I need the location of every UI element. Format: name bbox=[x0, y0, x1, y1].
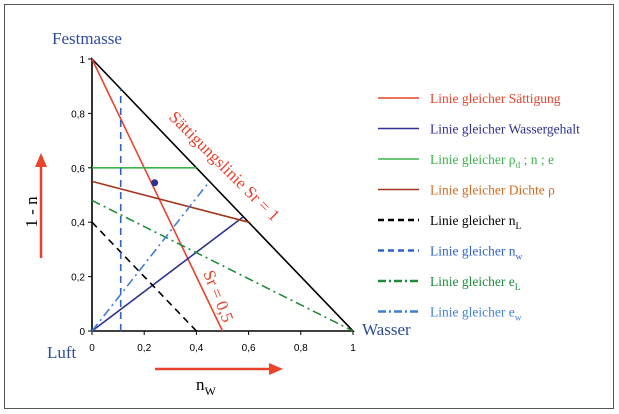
x-tick-label: 0,6 bbox=[242, 343, 256, 354]
legend-label-rhod: Linie gleicher ρd ; n ; e bbox=[430, 152, 554, 171]
x-axis-label: nW bbox=[196, 375, 217, 398]
legend-label-dichte: Linie gleicher Dichte ρ bbox=[430, 183, 555, 198]
legend-label-nw: Linie gleicher nw bbox=[430, 244, 522, 263]
line-dichte bbox=[91, 180, 249, 223]
x-tick-label: 0,2 bbox=[137, 343, 151, 354]
x-axis-arrow bbox=[155, 363, 283, 375]
line-saet bbox=[91, 58, 224, 332]
legend-label-saet: Linie gleicher Sättigung bbox=[430, 91, 561, 106]
y-tick-label: 0,6 bbox=[71, 164, 85, 175]
label-festmasse: Festmasse bbox=[52, 29, 122, 48]
x-tick-label: 0 bbox=[89, 343, 95, 354]
legend: Linie gleicher Sättigung Linie gleicher W… bbox=[378, 91, 580, 324]
x-tick-label: 1 bbox=[350, 343, 356, 354]
y-tick-label: 0,4 bbox=[71, 218, 85, 229]
legend-label-ew: Linie gleicher ew bbox=[430, 305, 522, 324]
y-tick-label: 0,8 bbox=[71, 109, 85, 120]
saturation-line-label: Sättigungslinie Sr = 1 bbox=[165, 107, 283, 225]
diagram-lines bbox=[91, 57, 355, 332]
axis-ticks: 0 0,2 0,4 0,6 0,8 1 0 0,2 0,4 0,6 0,8 1 bbox=[71, 55, 356, 354]
label-luft: Luft bbox=[47, 343, 77, 362]
y-tick-label: 1 bbox=[79, 55, 85, 66]
label-wasser: Wasser bbox=[362, 320, 411, 339]
data-point-marker bbox=[151, 179, 159, 187]
line-ew bbox=[91, 180, 211, 332]
x-tick-label: 0,8 bbox=[294, 343, 308, 354]
legend-label-nl: Linie gleicher nL bbox=[430, 213, 521, 232]
line-nl bbox=[91, 221, 197, 332]
y-axis-label: 1 - n bbox=[22, 196, 41, 228]
y-tick-label: 0 bbox=[79, 327, 85, 338]
y-axis-arrow bbox=[35, 153, 47, 258]
x-tick-label: 0,4 bbox=[189, 343, 203, 354]
legend-label-wg: Linie gleicher Wassergehalt bbox=[430, 122, 580, 137]
legend-label-el: Linie gleicher eL bbox=[430, 274, 521, 293]
line-wg bbox=[91, 216, 244, 332]
y-tick-label: 0,2 bbox=[71, 273, 85, 284]
